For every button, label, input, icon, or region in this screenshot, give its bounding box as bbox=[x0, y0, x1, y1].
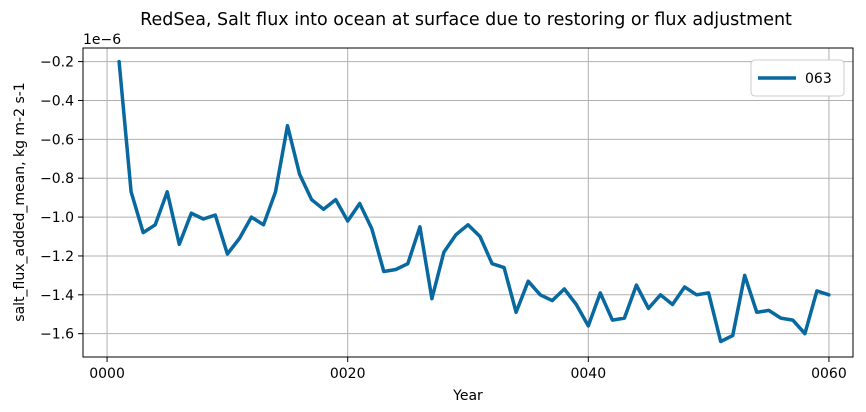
y-tick-label: −0.2 bbox=[40, 55, 74, 71]
series-layer bbox=[117, 59, 831, 344]
y-tick-label: −0.8 bbox=[40, 171, 74, 187]
y-tick-label: −1.4 bbox=[40, 288, 74, 304]
y-tick-label: −0.6 bbox=[40, 132, 74, 148]
legend-label: 063 bbox=[805, 71, 832, 87]
x-tick-label: 0020 bbox=[330, 366, 366, 382]
legend-box bbox=[750, 59, 845, 97]
y-tick-label: −1.6 bbox=[40, 327, 74, 343]
x-axis-label: Year bbox=[452, 388, 483, 404]
y-tick-label: −1.0 bbox=[40, 210, 74, 226]
series-line-063 bbox=[117, 59, 831, 344]
y-tick-label: −0.4 bbox=[40, 93, 74, 109]
legend: 063 bbox=[750, 59, 845, 97]
x-tick-label: 0000 bbox=[89, 366, 125, 382]
chart-title: RedSea, Salt flux into ocean at surface … bbox=[140, 10, 792, 30]
y-axis-ticks: −1.6 −1.4 −1.2 −1.0 −0.8 −0.6 −0.4 −0.2 bbox=[40, 55, 83, 343]
y-scale-label: 1e−6 bbox=[83, 32, 121, 48]
x-tick-label: 0060 bbox=[811, 366, 847, 382]
y-axis-label: salt_flux_added_mean, kg m-2 s-1 bbox=[12, 82, 28, 321]
x-tick-label: 0040 bbox=[570, 366, 606, 382]
plot-frame bbox=[82, 47, 854, 358]
x-axis-ticks: 0000 0020 0040 0060 bbox=[89, 357, 847, 382]
y-tick-label: −1.2 bbox=[40, 249, 74, 265]
